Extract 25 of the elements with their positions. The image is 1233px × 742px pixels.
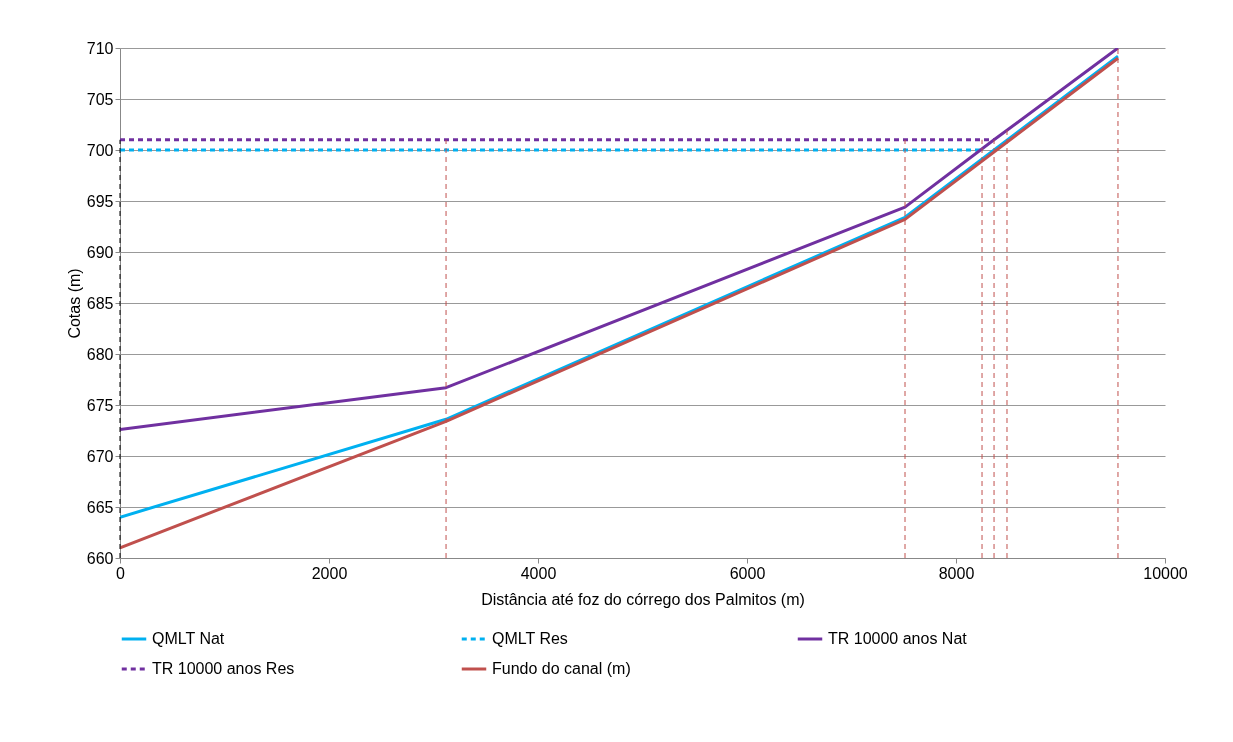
line-series [120, 48, 1120, 431]
y-tick-label: 685 [86, 294, 114, 312]
y-tick-label: 700 [86, 141, 114, 159]
y-axis-title: Cotas (m) [65, 268, 83, 339]
y-tick-label: 675 [86, 396, 114, 414]
x-tick-label: 10000 [1143, 564, 1188, 582]
x-tick-label: 4000 [520, 564, 557, 582]
y-tick-label: 670 [86, 447, 114, 465]
y-tick-label: 695 [86, 192, 114, 210]
y-tick-label: 665 [86, 498, 114, 516]
legend-label: TR 10000 anos Res [152, 660, 295, 677]
legend-label: QMLT Nat [152, 630, 225, 647]
y-tick-label: 660 [86, 549, 114, 567]
legend-label: QMLT Res [492, 630, 568, 647]
x-axis-title: Distância até foz do córrego dos Palmitos (m) [481, 590, 805, 608]
x-tick-label: 0 [116, 564, 126, 582]
x-tick-label: 2000 [311, 564, 348, 582]
y-tick-label: 690 [86, 243, 114, 261]
y-tick-label: 705 [86, 90, 114, 108]
legend-label: Fundo do canal (m) [492, 660, 631, 677]
y-tick-label: 710 [86, 39, 114, 57]
x-tick-label: 8000 [938, 564, 975, 582]
x-tick-label: 6000 [729, 564, 766, 582]
y-tick-label: 680 [86, 345, 114, 363]
legend-label: TR 10000 anos Nat [828, 630, 968, 647]
